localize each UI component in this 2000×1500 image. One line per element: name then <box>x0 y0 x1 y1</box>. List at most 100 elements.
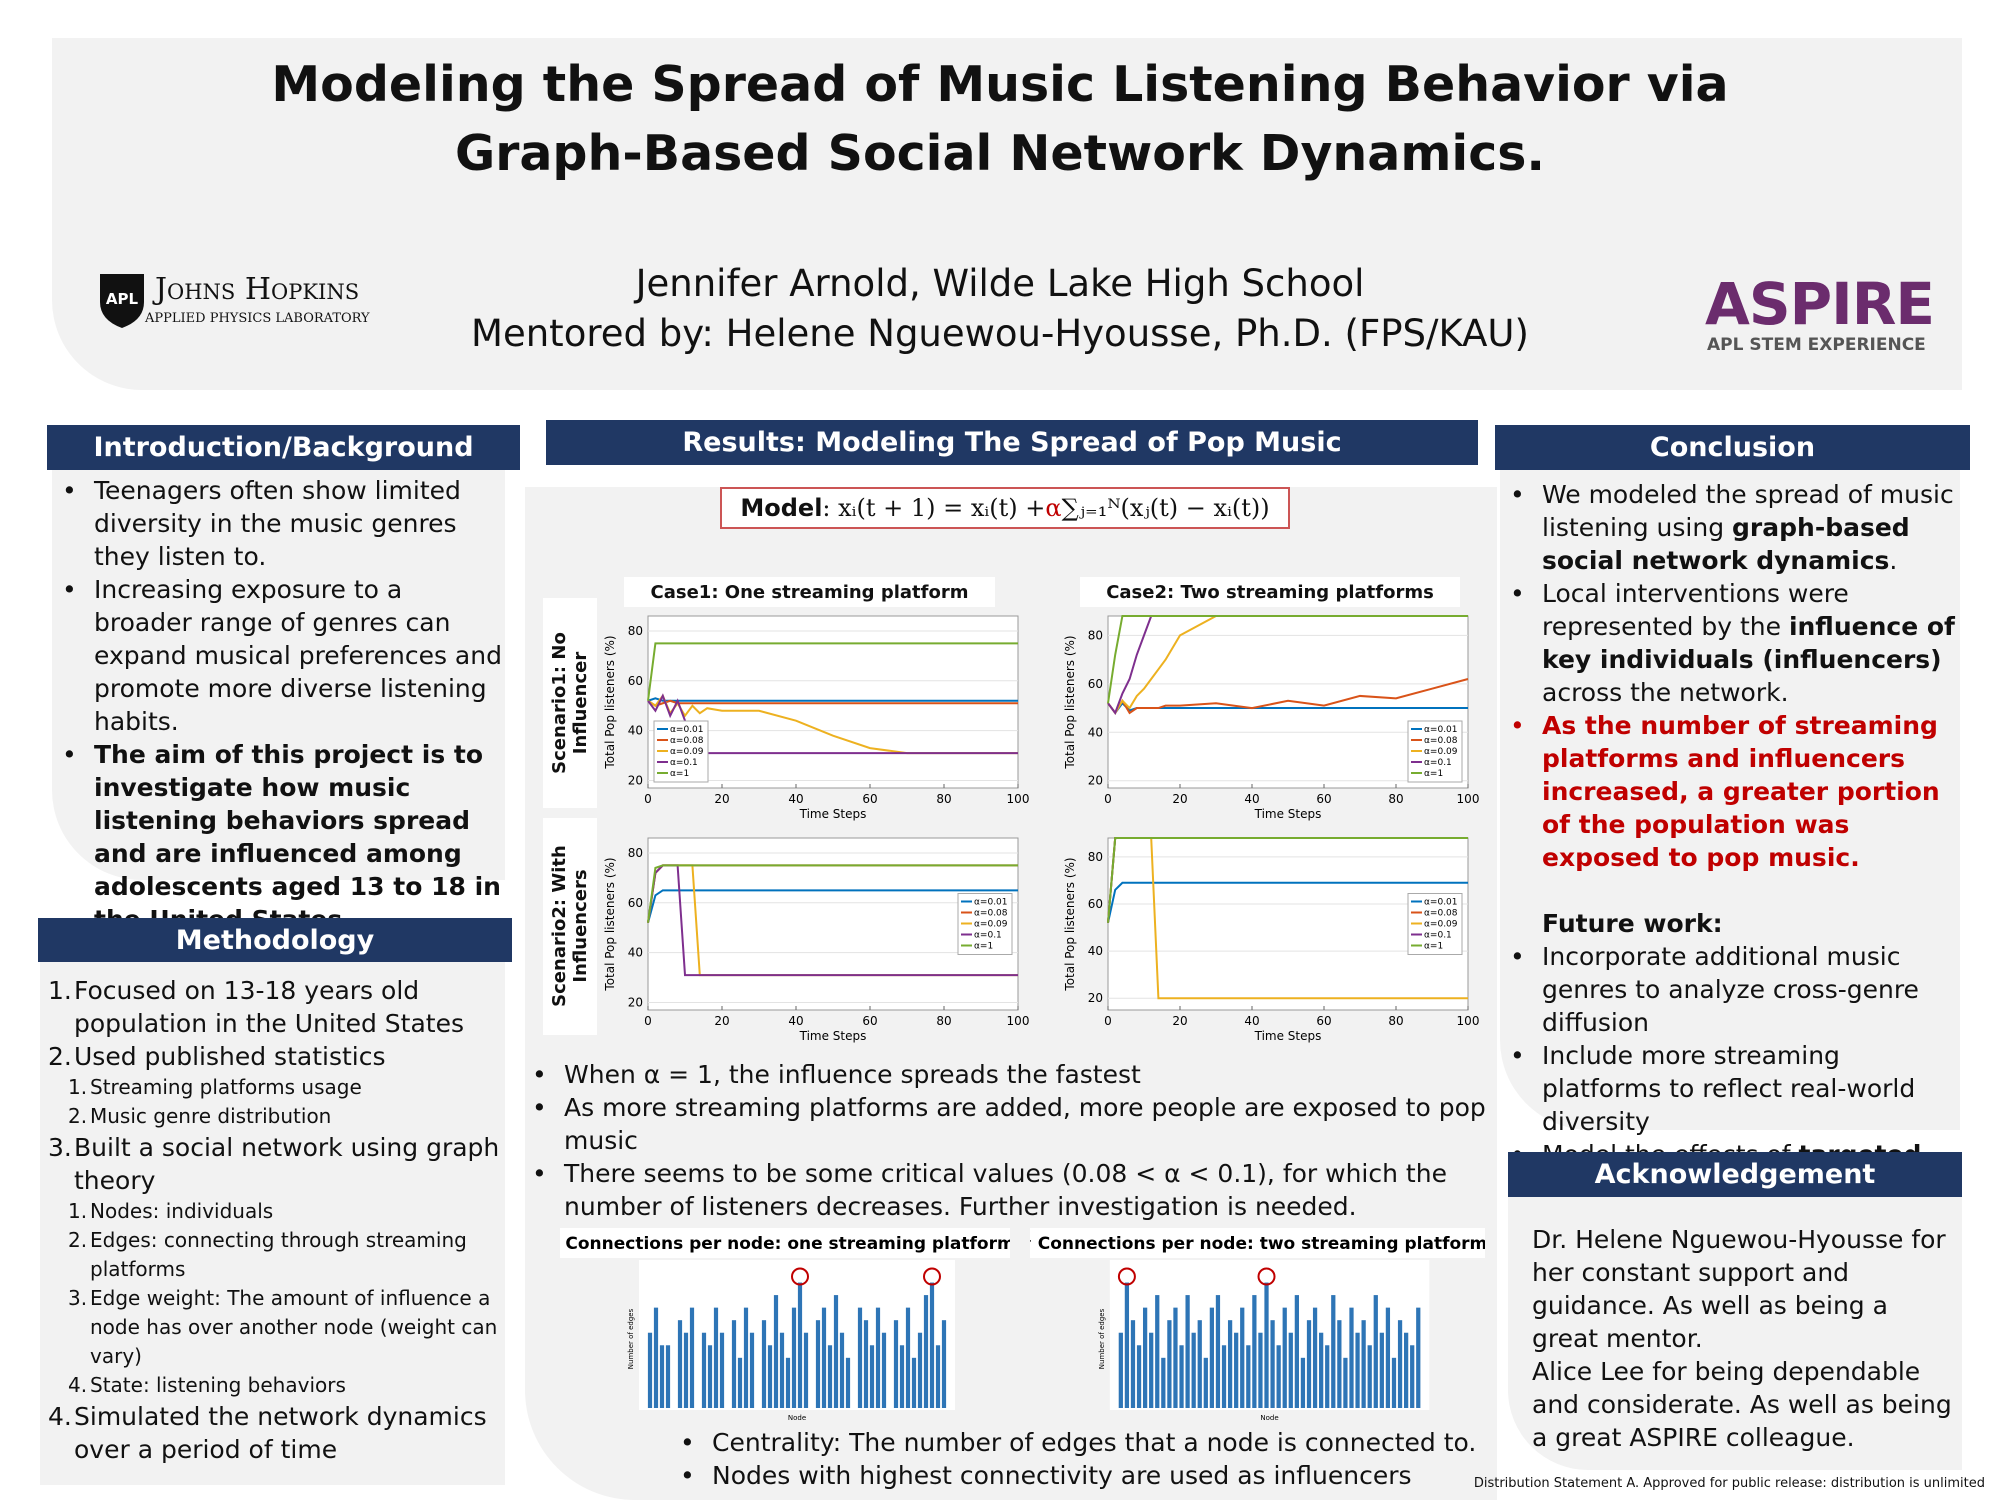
formula: ∑ⱼ₌₁ᴺ(xⱼ(t) − xᵢ(t)) <box>1061 494 1270 522</box>
section-heading: Acknowledgement <box>1508 1152 1962 1197</box>
y-tick-label: 60 <box>628 896 643 910</box>
bar <box>1209 1307 1215 1408</box>
bar <box>719 1332 725 1408</box>
list-item: As the number of streaming platforms and… <box>1500 709 1960 874</box>
bar <box>941 1320 947 1408</box>
list-item: 3. Built a social network using graph the… <box>40 1131 505 1197</box>
bar <box>1355 1332 1360 1408</box>
aspire-sub: APL STEM EXPERIENCE <box>1707 335 1926 355</box>
bar <box>653 1307 659 1408</box>
bar <box>701 1332 707 1408</box>
text-run: Simulated the network dynamics over a pe… <box>74 1402 487 1464</box>
item-number: 2. <box>68 1228 88 1252</box>
bar <box>1136 1345 1142 1408</box>
bar <box>1391 1357 1397 1408</box>
legend-label: α=1 <box>670 769 689 779</box>
bar <box>1282 1307 1287 1408</box>
list-item: 1. Nodes: individuals <box>40 1197 505 1226</box>
x-tick-label: 0 <box>644 792 652 806</box>
list-item: Increasing exposure to a broader range o… <box>52 573 505 738</box>
text-run: Future work: <box>1542 909 1723 938</box>
bar <box>1124 1282 1130 1408</box>
series-line <box>1107 881 1468 924</box>
x-axis-label: Node <box>788 1414 806 1422</box>
text-run: graph-based social network dynamics <box>1542 513 1910 575</box>
x-tick-label: 40 <box>1244 792 1259 806</box>
bar <box>773 1295 779 1408</box>
legend-label: α=0.09 <box>1424 920 1458 930</box>
list-item: Teenagers often show limited diversity i… <box>52 474 505 573</box>
text-run: Increasing exposure to a broader range o… <box>94 575 502 736</box>
list-item: Incorporate additional music genres to a… <box>1500 940 1960 1039</box>
item-number: 1. <box>68 1075 88 1099</box>
text-run: Incorporate additional music genres to a… <box>1542 942 1919 1037</box>
author: Jennifer Arnold, Wilde Lake High School <box>635 262 1365 305</box>
bar <box>1325 1345 1330 1408</box>
text-run: influence of key individuals (influencer… <box>1542 612 1955 674</box>
logo-name: Johns Hopkins <box>155 272 360 307</box>
bar <box>1197 1320 1202 1408</box>
y-tick-label: 60 <box>1088 677 1103 691</box>
x-axis-label: Time Steps <box>1254 1029 1322 1043</box>
series-line <box>647 642 1018 701</box>
x-tick-label: 100 <box>1457 1014 1480 1028</box>
bar <box>881 1332 887 1408</box>
legend-label: α=0.1 <box>974 931 1002 941</box>
x-tick-label: 80 <box>936 1014 951 1028</box>
bar <box>1410 1345 1415 1408</box>
y-tick-label: 60 <box>1088 897 1103 911</box>
legend-label: α=0.08 <box>670 736 704 746</box>
text-run: Streaming platforms usage <box>90 1075 362 1099</box>
x-tick-label: 100 <box>1007 792 1030 806</box>
x-tick-label: 0 <box>644 1014 652 1028</box>
y-axis-label: Total Pop listeners (%) <box>1063 857 1077 991</box>
x-axis-label: Node <box>1260 1414 1278 1422</box>
bar <box>731 1320 737 1408</box>
y-tick-label: 80 <box>628 846 643 860</box>
bar <box>1270 1320 1275 1408</box>
x-tick-label: 100 <box>1457 792 1480 806</box>
bar <box>1349 1307 1354 1408</box>
bar <box>1203 1357 1208 1408</box>
text-run: The aim of this project is to investigat… <box>94 740 501 934</box>
list-item: 2. Music genre distribution <box>40 1102 505 1131</box>
bar <box>1276 1345 1281 1408</box>
series-line <box>1107 615 1468 704</box>
x-tick-label: 60 <box>1316 792 1331 806</box>
list-item: 3. Edge weight: The amount of influence a… <box>40 1284 505 1371</box>
mentor: Mentored by: Helene Nguewou-Hyousse, Ph.… <box>471 312 1529 355</box>
header-panel <box>52 38 1962 390</box>
bar-chart: # Connections per node: two streaming pl… <box>1030 1228 1485 1422</box>
series-line <box>647 699 1018 707</box>
x-tick-label: 60 <box>862 792 877 806</box>
formula: : xᵢ(t + 1) = xᵢ(t) + <box>822 494 1046 522</box>
item-number: 4. <box>68 1373 88 1397</box>
legend-label: α=0.1 <box>670 758 698 768</box>
highlight-circle <box>1257 1267 1276 1286</box>
y-tick-label: 20 <box>1088 774 1103 788</box>
text-run: Teenagers often show limited diversity i… <box>94 476 461 571</box>
bar <box>1118 1332 1123 1408</box>
legend-label: α=0.01 <box>974 898 1008 908</box>
centrality-bullets: Centrality: The number of edges that a n… <box>670 1426 1490 1492</box>
bar <box>1234 1332 1239 1408</box>
title-bg <box>560 1228 1010 1258</box>
y-axis-label: Number of edges <box>627 1308 635 1369</box>
ack-panel: Dr. Helene Nguewou-Hyousse for her const… <box>1508 1197 1962 1470</box>
bar <box>1179 1345 1184 1408</box>
text-run: Centrality: The number of edges that a n… <box>712 1428 1477 1457</box>
bar <box>647 1332 653 1408</box>
item-number: 4. <box>48 1402 72 1431</box>
bar <box>677 1320 683 1408</box>
bar <box>1361 1320 1366 1408</box>
y-tick-label: 20 <box>1088 991 1103 1005</box>
text-run: Music genre distribution <box>90 1104 332 1128</box>
bar <box>713 1307 719 1408</box>
legend-label: α=0.08 <box>1424 736 1458 746</box>
list-item: Future work: <box>1500 907 1960 940</box>
bar <box>797 1282 803 1408</box>
bar <box>1264 1282 1269 1408</box>
